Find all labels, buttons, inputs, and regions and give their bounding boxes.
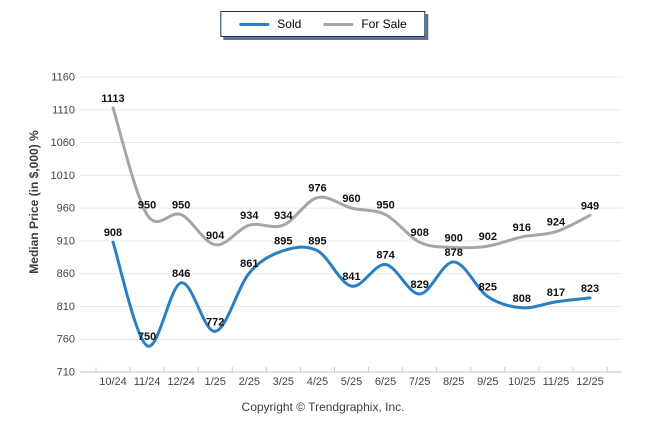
svg-text:808: 808 (513, 293, 531, 305)
svg-text:846: 846 (172, 268, 190, 280)
svg-text:878: 878 (445, 247, 463, 259)
svg-text:960: 960 (342, 193, 360, 205)
svg-text:910: 910 (57, 235, 75, 247)
svg-text:750: 750 (138, 331, 156, 343)
svg-text:950: 950 (138, 200, 156, 212)
legend-label-sold: Sold (277, 17, 302, 31)
svg-text:2/25: 2/25 (239, 376, 260, 388)
svg-text:772: 772 (206, 316, 224, 328)
data-labels-for-sale: 1113 950 950 904 934 934 976 960 950 908 900 902 916… (101, 93, 599, 245)
sold-line-swatch-icon (239, 22, 270, 26)
x-tick-labels: 10/24 11/24 12/24 1/25 2/25 3/25 4/25 5/25 6/25 7… (99, 376, 604, 388)
svg-text:10/24: 10/24 (99, 376, 127, 388)
svg-text:904: 904 (206, 230, 225, 242)
svg-text:12/25: 12/25 (576, 376, 604, 388)
svg-text:900: 900 (445, 232, 463, 244)
svg-text:1113: 1113 (101, 93, 124, 105)
legend-item-for-sale: For Sale (323, 17, 407, 31)
x-tick-marks (95, 367, 608, 372)
svg-text:960: 960 (57, 203, 75, 215)
legend-label-for-sale: For Sale (361, 17, 407, 31)
svg-text:949: 949 (581, 200, 599, 212)
svg-text:1160: 1160 (51, 72, 75, 84)
svg-text:1110: 1110 (52, 104, 75, 116)
svg-text:895: 895 (308, 236, 326, 248)
svg-text:950: 950 (172, 200, 190, 212)
svg-text:810: 810 (57, 301, 75, 313)
legend-item-sold: Sold (239, 18, 301, 30)
svg-text:950: 950 (376, 200, 394, 212)
svg-text:908: 908 (410, 227, 428, 239)
data-labels-sold: 908 750 846 772 861 895 895 841 874 829 878 825 808 8… (104, 227, 599, 343)
svg-text:976: 976 (308, 183, 326, 195)
svg-text:10/25: 10/25 (508, 376, 536, 388)
svg-text:934: 934 (274, 210, 293, 222)
y-tick-labels: 710 760 810 860 910 960 1010 1060 1110 1160 (51, 72, 75, 379)
svg-text:829: 829 (410, 279, 428, 291)
svg-text:841: 841 (342, 271, 360, 283)
svg-text:916: 916 (513, 222, 531, 234)
svg-text:11/24: 11/24 (134, 376, 161, 388)
svg-text:908: 908 (104, 227, 122, 239)
svg-text:895: 895 (274, 236, 292, 248)
svg-text:861: 861 (240, 258, 258, 270)
svg-text:11/25: 11/25 (543, 376, 570, 388)
svg-text:825: 825 (479, 282, 497, 294)
svg-text:710: 710 (57, 367, 75, 379)
svg-text:1/25: 1/25 (205, 376, 226, 388)
svg-text:817: 817 (547, 287, 565, 299)
svg-text:1060: 1060 (51, 137, 75, 149)
svg-text:5/25: 5/25 (341, 376, 362, 388)
svg-text:902: 902 (479, 231, 497, 243)
svg-text:3/25: 3/25 (273, 376, 294, 388)
svg-text:934: 934 (240, 210, 259, 222)
svg-text:7/25: 7/25 (409, 376, 430, 388)
for-sale-line-swatch-icon (323, 22, 354, 26)
series-line-for-sale (111, 106, 592, 250)
series-line-sold (111, 240, 592, 348)
svg-text:1010: 1010 (51, 170, 75, 182)
svg-text:924: 924 (547, 217, 566, 229)
svg-text:8/25: 8/25 (443, 376, 464, 388)
svg-text:874: 874 (376, 249, 395, 261)
svg-text:12/24: 12/24 (167, 376, 195, 388)
svg-text:6/25: 6/25 (375, 376, 396, 388)
svg-text:4/25: 4/25 (307, 376, 328, 388)
chart-legend: Sold For Sale (220, 11, 426, 37)
svg-text:760: 760 (57, 334, 75, 346)
svg-text:823: 823 (581, 283, 599, 295)
copyright-text: Copyright © Trendgraphix, Inc. (241, 400, 405, 414)
svg-text:860: 860 (57, 268, 75, 280)
svg-text:9/25: 9/25 (477, 376, 498, 388)
